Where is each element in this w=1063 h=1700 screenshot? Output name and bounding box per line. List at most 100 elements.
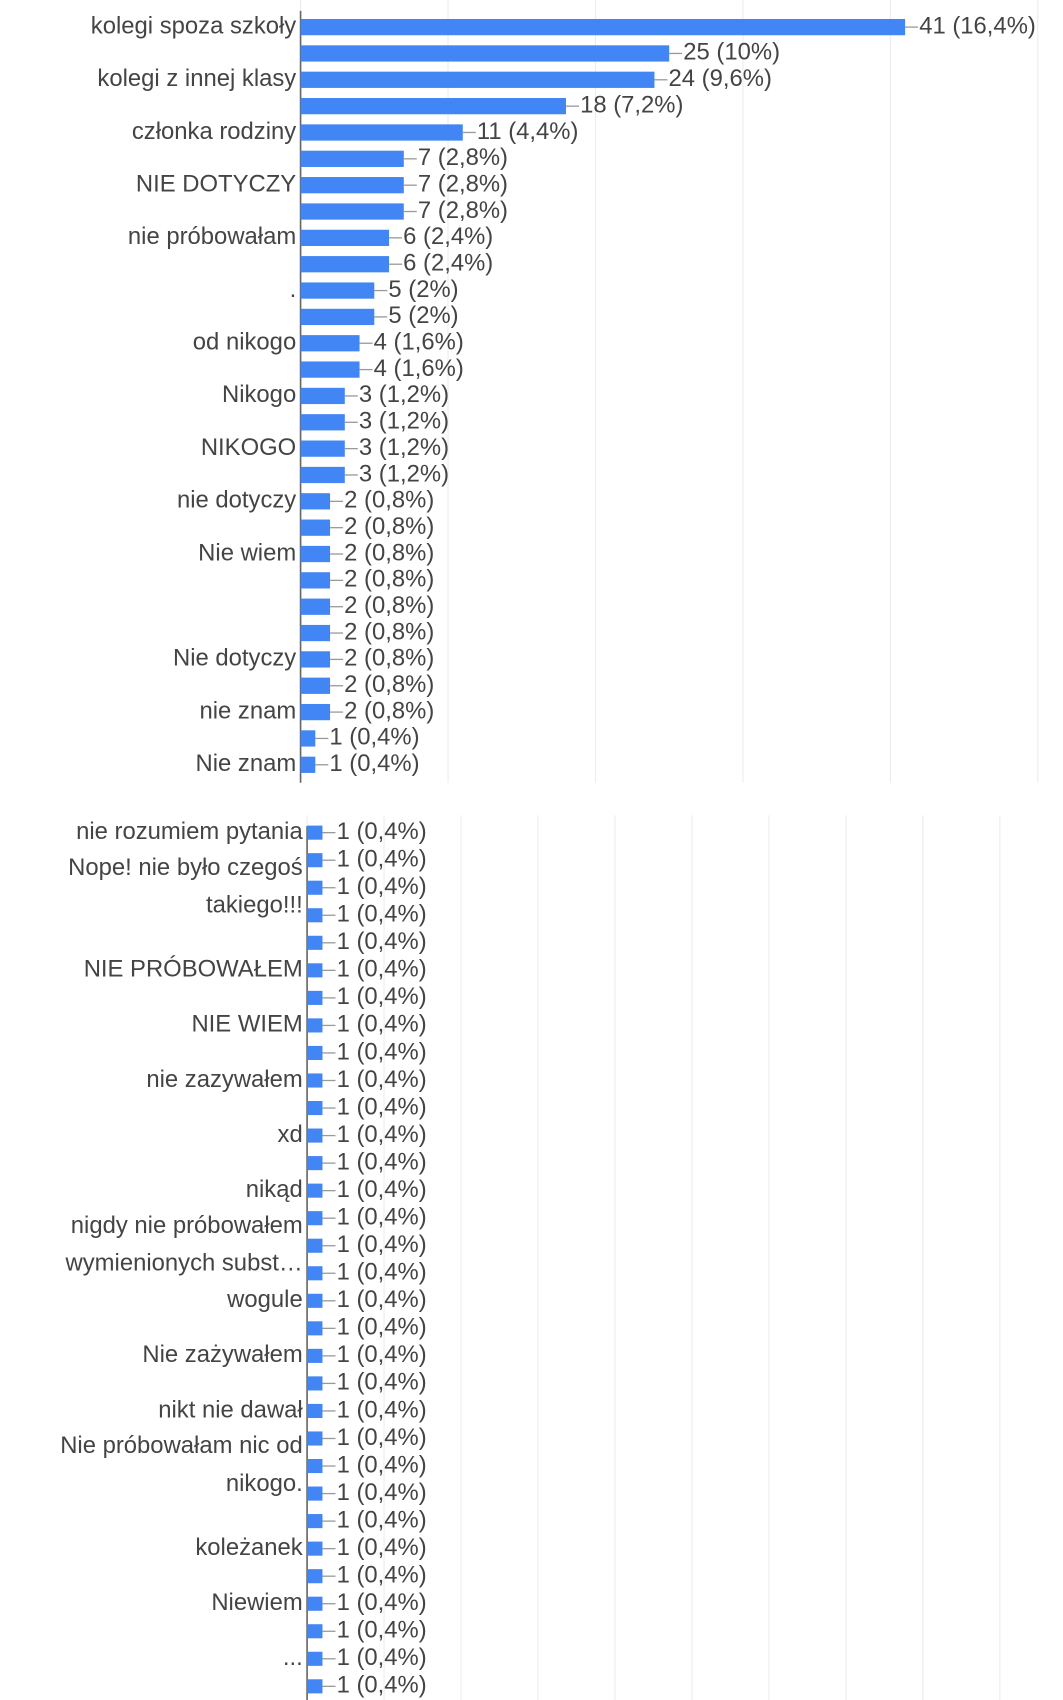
bar	[307, 880, 323, 895]
value-label: 1 (0,4%)	[337, 956, 427, 983]
value-label: 1 (0,4%)	[337, 1672, 427, 1699]
bar	[307, 1569, 323, 1584]
bar	[300, 598, 331, 615]
value-label: 11 (4,4%)	[477, 118, 579, 145]
bar	[307, 1018, 323, 1033]
value-label: 1 (0,4%)	[337, 1341, 427, 1368]
bar	[307, 1045, 323, 1061]
value-label: 1 (0,4%)	[337, 1451, 427, 1478]
bar	[307, 1403, 323, 1419]
category-label: nie zazywałem	[146, 1066, 302, 1093]
bar	[307, 1183, 323, 1198]
bar	[300, 493, 331, 510]
category-label: nikąd	[246, 1176, 303, 1203]
bar	[307, 1431, 323, 1446]
bar	[307, 1266, 323, 1281]
category-label: nie rozumiem pytania	[76, 818, 303, 845]
category-label: nikt nie dawał	[158, 1396, 303, 1423]
value-label: 3 (1,2%)	[359, 434, 449, 461]
value-label: 2 (0,8%)	[344, 592, 434, 619]
value-label: 24 (9,6%)	[669, 65, 772, 92]
value-label: 6 (2,4%)	[403, 223, 493, 250]
category-label: nie dotyczy	[177, 487, 296, 514]
value-label: 1 (0,4%)	[337, 1396, 427, 1423]
bar	[300, 256, 390, 273]
bar	[300, 624, 331, 642]
bar	[300, 124, 463, 141]
value-label: 1 (0,4%)	[337, 1066, 427, 1093]
value-label: 2 (0,8%)	[344, 645, 434, 672]
bar	[307, 963, 323, 978]
category-label: Nie wiem	[198, 539, 296, 566]
category-label: Nikogo	[222, 381, 296, 408]
bar	[307, 1376, 323, 1391]
value-label: 1 (0,4%)	[337, 845, 427, 872]
category-label: NIE WIEM	[191, 1011, 302, 1038]
bar	[300, 414, 345, 431]
value-label: 4 (1,6%)	[374, 355, 464, 382]
bar	[307, 1100, 323, 1116]
bar	[300, 282, 375, 299]
value-label: 2 (0,8%)	[344, 618, 434, 645]
value-label: 5 (2%)	[388, 276, 458, 303]
bar	[300, 466, 345, 484]
bar	[300, 45, 670, 62]
value-label: 1 (0,4%)	[337, 1011, 427, 1038]
value-label: 1 (0,4%)	[337, 928, 427, 955]
bar	[300, 203, 404, 220]
separator	[0, 784, 1063, 816]
bar	[300, 71, 655, 88]
bar	[300, 440, 345, 457]
value-label: 3 (1,2%)	[359, 460, 449, 487]
category-label: członka rodziny	[132, 118, 296, 145]
value-label: 3 (1,2%)	[359, 408, 449, 435]
bar	[300, 387, 345, 405]
category-label: NIKOGO	[201, 434, 296, 461]
value-label: 2 (0,8%)	[344, 513, 434, 540]
category-label: kolegi spoza szkoły	[91, 12, 296, 39]
bar	[307, 1624, 323, 1639]
value-label: 2 (0,8%)	[344, 487, 434, 514]
bar	[307, 990, 323, 1005]
bar	[307, 825, 323, 840]
value-label: 1 (0,4%)	[329, 750, 419, 777]
value-label: 1 (0,4%)	[337, 1231, 427, 1258]
bar	[300, 756, 316, 773]
category-label: wogule	[226, 1286, 303, 1313]
value-label: 3 (1,2%)	[359, 381, 449, 408]
value-label: 2 (0,8%)	[344, 671, 434, 698]
bar	[300, 361, 360, 378]
value-label: 1 (0,4%)	[337, 1534, 427, 1561]
bar	[307, 1458, 323, 1474]
category-label: od nikogo	[193, 329, 296, 356]
value-label: 1 (0,4%)	[337, 1038, 427, 1065]
bar	[307, 1211, 323, 1226]
value-label: 1 (0,4%)	[337, 1286, 427, 1313]
bar	[300, 545, 331, 563]
bar	[300, 229, 390, 247]
bar	[300, 177, 404, 194]
value-label: 1 (0,4%)	[337, 1644, 427, 1671]
category-label: NIE DOTYCZY	[136, 170, 296, 197]
category-label: .	[290, 276, 297, 303]
bar	[300, 150, 404, 167]
value-label: 1 (0,4%)	[337, 1424, 427, 1451]
value-label: 41 (16,4%)	[919, 12, 1036, 39]
bar	[307, 1238, 323, 1253]
bar	[307, 1486, 323, 1501]
value-label: 1 (0,4%)	[337, 1561, 427, 1588]
value-label: 1 (0,4%)	[337, 818, 427, 845]
category-label: kolegi z innej klasy	[97, 65, 296, 92]
category-label: koleżanek	[195, 1534, 302, 1561]
value-label: 1 (0,4%)	[337, 983, 427, 1010]
bar	[300, 98, 566, 115]
bar	[300, 703, 331, 721]
bar	[307, 853, 323, 868]
value-label: 1 (0,4%)	[337, 901, 427, 928]
bar	[300, 308, 375, 326]
value-label: 18 (7,2%)	[580, 91, 683, 118]
value-label: 7 (2,8%)	[418, 170, 508, 197]
value-label: 1 (0,4%)	[337, 1259, 427, 1286]
